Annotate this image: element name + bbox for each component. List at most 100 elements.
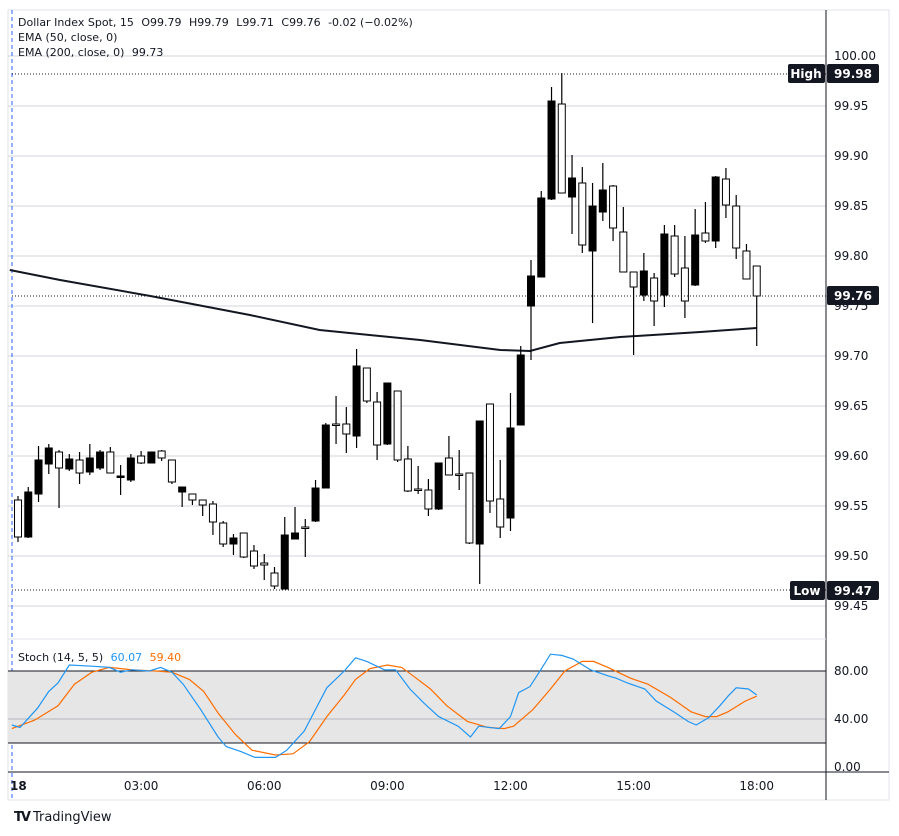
candle: [496, 460, 505, 538]
candle: [475, 420, 484, 584]
candle-body: [691, 234, 700, 286]
candle-body: [588, 205, 597, 252]
candle-body: [527, 275, 535, 307]
high-label-box: [788, 64, 825, 83]
candle-body: [568, 177, 577, 198]
candle-body: [721, 178, 730, 206]
candle-body: [403, 458, 412, 492]
candle-body: [167, 459, 176, 483]
price-tick-label: 99.45: [834, 599, 868, 613]
candle-body: [373, 401, 382, 446]
open-value: O99.79: [141, 16, 182, 29]
symbol-name[interactable]: Dollar Index Spot, 15: [18, 16, 134, 29]
candle-body: [332, 423, 341, 426]
time-axis[interactable]: 18 03:00 06:00 09:00 12:00 15:00 18:00: [10, 779, 774, 793]
candle-body: [219, 522, 228, 545]
candle: [424, 479, 433, 516]
candle-body: [229, 537, 238, 545]
candle-body: [516, 354, 525, 426]
candle: [557, 73, 566, 194]
candle-body: [670, 235, 679, 275]
candle: [598, 163, 607, 221]
candle-body: [578, 182, 587, 246]
candle: [680, 236, 689, 318]
candle: [670, 225, 679, 277]
candle-body: [301, 526, 310, 529]
candle-body: [639, 270, 648, 296]
price-markers: High 99.98 Low 99.47 99.76: [12, 64, 879, 600]
time-tick-label: 06:00: [247, 779, 282, 793]
candle-body: [701, 232, 710, 242]
tradingview-logo[interactable]: TV TradingView: [14, 810, 111, 825]
candle-body: [178, 486, 187, 493]
close-value: C99.76: [281, 16, 321, 29]
candle: [691, 209, 700, 286]
candle-body: [157, 450, 166, 459]
stoch-legend[interactable]: Stoch (14, 5, 5) 60.07 59.40: [18, 650, 185, 665]
stoch-tick-label: 40.00: [834, 712, 868, 726]
candle: [24, 487, 33, 538]
candle-body: [414, 488, 423, 491]
candle: [373, 392, 382, 460]
candle: [85, 444, 94, 475]
candle: [465, 472, 474, 544]
candle-body: [465, 472, 474, 544]
price-tick-label: 99.70: [834, 349, 868, 363]
price-axis[interactable]: 100.0099.9599.9099.8599.8099.7599.7099.6…: [834, 49, 876, 774]
stoch-k-line: [11, 653, 758, 759]
price-tick-label: 99.65: [834, 399, 868, 413]
candle-body: [116, 475, 125, 478]
candle-body: [537, 197, 546, 278]
candle: [547, 87, 556, 200]
main-legend: Dollar Index Spot, 15 O99.79 H99.79 L99.…: [18, 15, 417, 60]
candle: [403, 446, 412, 492]
candle: [198, 499, 207, 516]
candle-body: [137, 455, 146, 464]
candle-body: [260, 562, 269, 566]
candle-body: [496, 498, 505, 528]
candle: [721, 168, 730, 218]
low-label-box: [790, 581, 825, 600]
price-tick-label: 99.85: [834, 199, 868, 213]
candle: [291, 507, 300, 540]
candle-body: [485, 403, 494, 502]
candle: [332, 396, 341, 444]
high-value-box: [827, 64, 879, 83]
price-tick-label: 99.90: [834, 149, 868, 163]
candle-body: [106, 451, 115, 474]
candle: [393, 390, 402, 462]
candle: [711, 176, 720, 248]
candle-body: [629, 271, 638, 288]
candle: [485, 403, 494, 513]
candle: [249, 545, 258, 569]
candle: [178, 486, 187, 507]
candle-body: [14, 499, 22, 538]
ema50-legend[interactable]: EMA (50, close, 0): [18, 31, 118, 44]
symbol-legend-row: Dollar Index Spot, 15 O99.79 H99.79 L99.…: [18, 15, 417, 30]
candle: [280, 517, 289, 590]
candle-body: [680, 267, 689, 302]
candle-body: [557, 103, 566, 194]
candle-body: [311, 487, 320, 522]
candle: [157, 450, 166, 461]
candle: [732, 195, 741, 259]
time-tick-label: 15:00: [616, 779, 651, 793]
candles: [14, 73, 761, 590]
price-tick-label: 99.80: [834, 249, 868, 263]
candle-body: [85, 457, 94, 473]
change-value: -0.02 (−0.02%): [328, 16, 413, 29]
candle-body: [321, 424, 330, 489]
candle: [167, 459, 176, 484]
high-value: 99.98: [834, 67, 872, 81]
candle-body: [249, 550, 258, 567]
stoch-tick-label: 0.00: [834, 760, 861, 774]
candle-body: [239, 532, 248, 558]
candle: [106, 447, 115, 474]
stoch-d-line: [11, 660, 757, 756]
candle: [516, 346, 525, 426]
ema200-legend[interactable]: EMA (200, close, 0) 99.73: [18, 45, 417, 60]
candle-body: [609, 185, 618, 229]
candle: [414, 466, 423, 494]
candle: [352, 349, 361, 448]
